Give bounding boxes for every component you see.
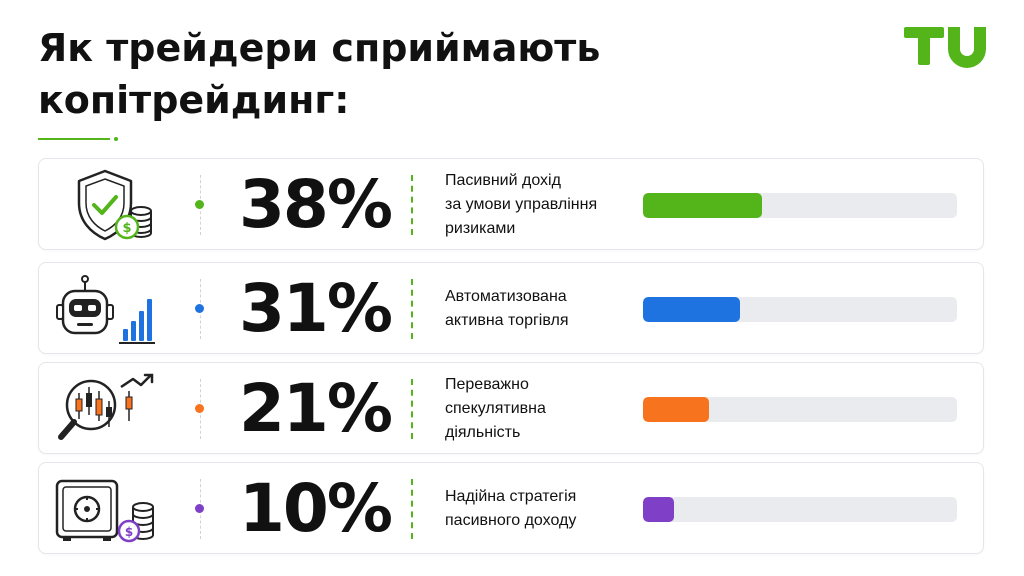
row-color-dot	[195, 404, 204, 413]
title-underline-dot	[114, 137, 118, 141]
row-separator-right	[411, 175, 413, 235]
row-description-line: діяльність	[445, 424, 521, 441]
row-separator-right	[411, 479, 413, 539]
row-description-line: спекулятивна	[445, 400, 546, 417]
stat-card-4: $ 10% Надійна стратегія пасивного доходу	[38, 462, 984, 554]
row-separator-right	[411, 279, 413, 339]
page-title-line-2: копітрейдинг:	[38, 78, 350, 122]
shield-check-coins-icon: $	[77, 169, 152, 241]
row-description-line: за умови управління	[445, 196, 598, 213]
title-underline	[38, 138, 110, 140]
percent-value: 38%	[239, 166, 393, 243]
stat-card-2: 31% Автоматизована активна торгівля	[38, 262, 984, 354]
row-description-line: Надійна стратегія	[445, 488, 577, 505]
stat-card-3: 21% Переважно спекулятивна діяльність	[38, 362, 984, 454]
row-description-line: пасивного доходу	[445, 512, 577, 529]
robot-bar-chart-icon	[56, 275, 155, 344]
safe-coins-icon: $	[55, 479, 154, 543]
stat-card-1: $ 38% Пасивний дохід за умови управління…	[38, 158, 984, 250]
progress-bar-fill	[643, 297, 741, 322]
candlestick-magnifier-icon	[58, 373, 154, 440]
progress-bar	[643, 397, 957, 422]
row-description: Автоматизована активна торгівля	[445, 263, 635, 355]
row-description-line: Пасивний дохід	[445, 172, 561, 189]
row-description-line: Автоматизована	[445, 288, 567, 305]
percent-value: 21%	[239, 370, 393, 447]
progress-bar-fill	[643, 497, 675, 522]
percent-value: 10%	[239, 470, 393, 547]
progress-bar	[643, 297, 957, 322]
progress-bar-fill	[643, 397, 709, 422]
page-title: Як трейдери сприймають копітрейдинг:	[38, 22, 600, 126]
row-description-line: Переважно	[445, 376, 529, 393]
svg-text:$: $	[122, 221, 131, 236]
progress-bar	[643, 193, 957, 218]
row-description: Надійна стратегія пасивного доходу	[445, 463, 635, 555]
row-description: Пасивний дохід за умови управління ризик…	[445, 159, 635, 251]
row-color-dot	[195, 200, 204, 209]
page-title-line-1: Як трейдери сприймають	[38, 26, 601, 70]
row-color-dot	[195, 304, 204, 313]
progress-bar	[643, 497, 957, 522]
row-description-line: активна торгівля	[445, 312, 569, 329]
row-description: Переважно спекулятивна діяльність	[445, 363, 635, 455]
svg-text:$: $	[125, 525, 133, 539]
progress-bar-fill	[643, 193, 763, 218]
percent-value: 31%	[239, 270, 393, 347]
row-separator-right	[411, 379, 413, 439]
row-description-line: ризиками	[445, 220, 516, 237]
logo: TU	[904, 27, 986, 68]
row-color-dot	[195, 504, 204, 513]
